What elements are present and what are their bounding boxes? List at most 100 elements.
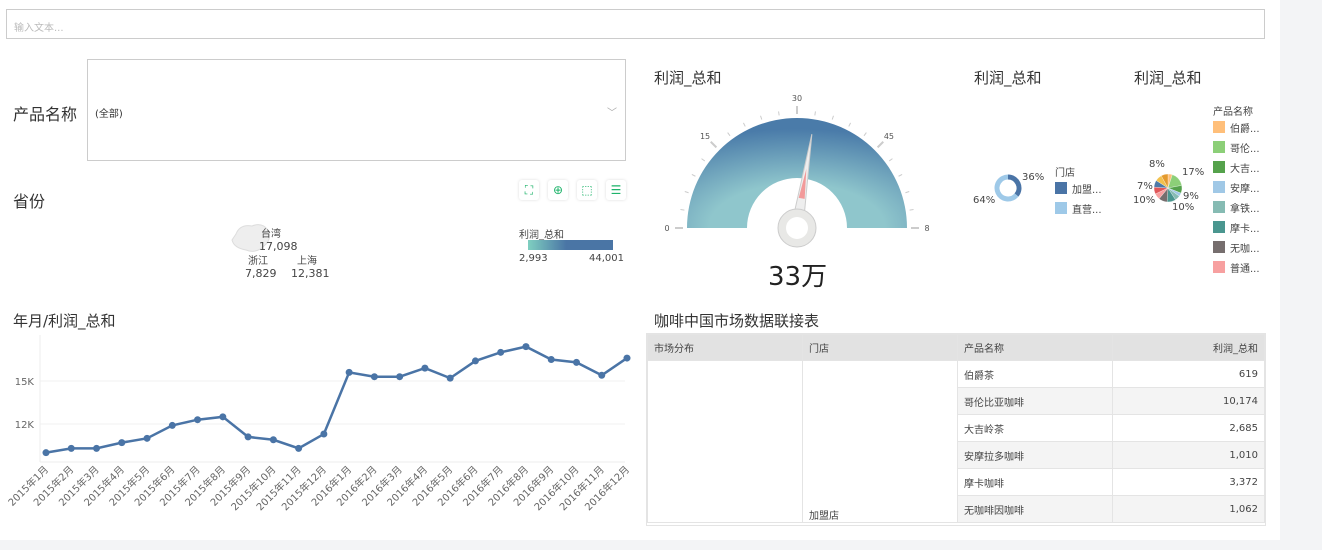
data-table: 市场分布 门店 产品名称 利润_总和 加盟店 伯爵茶 619 哥伦比亚咖啡 10,174… [646,333,1266,526]
pie-label: 9% [1183,191,1199,202]
gauge-tick [727,132,731,137]
legend-item[interactable]: 直营... [1055,198,1102,218]
gauge-tick [701,158,706,162]
legend-label: 哥伦... [1230,143,1260,155]
profit-cell: 10,174 [1112,387,1265,415]
gauge-tick [814,111,816,116]
table-row[interactable]: 哥伦比亚咖啡 10,174 [648,387,1265,415]
pie-label: 17% [1182,167,1205,178]
data-point [572,358,580,366]
gauge-tick [848,122,852,127]
select-icon[interactable]: ⬚ [577,180,597,200]
data-point [497,348,505,356]
map-title: 省份 [13,192,46,211]
legend-item[interactable]: 无咖... [1213,237,1260,257]
select-value: (全部) [95,109,123,120]
legend-swatch [1055,202,1067,214]
legend-item[interactable]: 大吉... [1213,157,1260,177]
gauge-tick [778,111,780,116]
y-tick-label: 12K [15,420,35,431]
legend-swatch [1213,241,1225,253]
list-icon[interactable]: ☰ [606,180,626,200]
map-value: 7,829 [245,267,277,280]
legend-label: 摩卡... [1230,223,1260,235]
table-row[interactable]: 摩卡咖啡 3,372 [648,468,1265,496]
legend-swatch [1213,121,1225,133]
donut-legend-title: 门店 [1055,168,1075,179]
map-label: 浙江 [248,256,268,267]
fullscreen-icon[interactable]: ⛶ [519,180,539,200]
gauge-tick [710,141,718,149]
legend-item[interactable]: 加盟... [1055,178,1102,198]
legend-label: 加盟... [1072,184,1102,196]
gauge-arc [687,118,907,228]
zoom-in-icon[interactable]: ⊕ [548,180,568,200]
column-header[interactable]: 产品名称 [957,334,1113,361]
y-tick-label: 15K [15,377,35,388]
line-title: 年月/利润_总和 [13,312,116,330]
data-point [118,439,126,447]
product-filter-label: 产品名称 [13,105,78,124]
data-point [623,354,631,362]
gauge-tick [691,173,696,177]
gauge-tick-label: 15 [700,132,710,141]
map-legend-title: 利润_总和 [519,230,564,241]
table-row[interactable]: 加盟店 伯爵茶 619 [647,360,1265,523]
product-cell: 摩卡咖啡 [957,468,1113,496]
map-value: 17,098 [259,240,298,253]
china-map[interactable] [228,220,278,260]
product-cell: 安摩拉多咖啡 [957,441,1113,469]
legend-item[interactable]: 伯爵... [1213,117,1260,137]
pie-slice [1161,173,1169,189]
product-cell: 无咖啡因咖啡 [957,495,1113,523]
gauge-tick-label: 45 [884,132,894,141]
donut-slice [1007,174,1022,197]
legend-label: 直营... [1072,204,1102,216]
pie-title: 利润_总和 [1134,69,1202,87]
data-point [269,436,277,444]
gauge-tick [760,115,763,120]
profit-cell: 1,010 [1112,441,1265,469]
table-row[interactable]: 无咖啡因咖啡 1,062 [648,495,1265,523]
donut-label: 36% [1022,172,1045,183]
data-point [396,373,404,381]
gauge-tick [684,191,689,194]
data-point [421,364,429,372]
legend-swatch [1213,201,1225,213]
gauge-tick [905,191,910,194]
donut-chart [994,174,1022,202]
line-series [45,345,628,454]
profit-cell: 3,372 [1112,468,1265,496]
data-point [522,343,530,351]
legend-item[interactable]: 摩卡... [1213,217,1260,237]
legend-swatch [1213,261,1225,273]
data-point [471,357,479,365]
map-value: 12,381 [291,267,330,280]
pie-legend-title: 产品名称 [1213,107,1253,118]
legend-item[interactable]: 安摩... [1213,177,1260,197]
gauge-tick [863,132,867,137]
column-header[interactable]: 门店 [802,334,958,361]
map-label: 台湾 [261,229,281,240]
search-input[interactable]: 输入文本... [6,9,1265,39]
data-point [42,449,50,457]
table-title: 咖啡中国市场数据联接表 [654,312,820,330]
column-header[interactable]: 利润_总和 [1112,334,1265,361]
legend-label: 普通... [1230,263,1260,275]
data-point [93,444,101,452]
legend-label: 大吉... [1230,163,1260,175]
product-filter-select[interactable]: (全部) ﹀ [87,59,626,161]
legend-item[interactable]: 哥伦... [1213,137,1260,157]
table-row[interactable]: 大吉岭茶 2,685 [648,414,1265,442]
gauge-needle-tip [798,168,807,199]
data-point [320,430,328,438]
product-cell: 哥伦比亚咖啡 [957,387,1113,415]
map-legend-gradient [528,240,613,250]
data-point [370,373,378,381]
data-point [194,416,202,424]
legend-item[interactable]: 普通... [1213,257,1260,277]
pie-label: 10% [1133,195,1156,206]
legend-item[interactable]: 拿铁... [1213,197,1260,217]
product-cell: 伯爵茶 [957,360,1113,388]
column-header[interactable]: 市场分布 [647,334,803,361]
